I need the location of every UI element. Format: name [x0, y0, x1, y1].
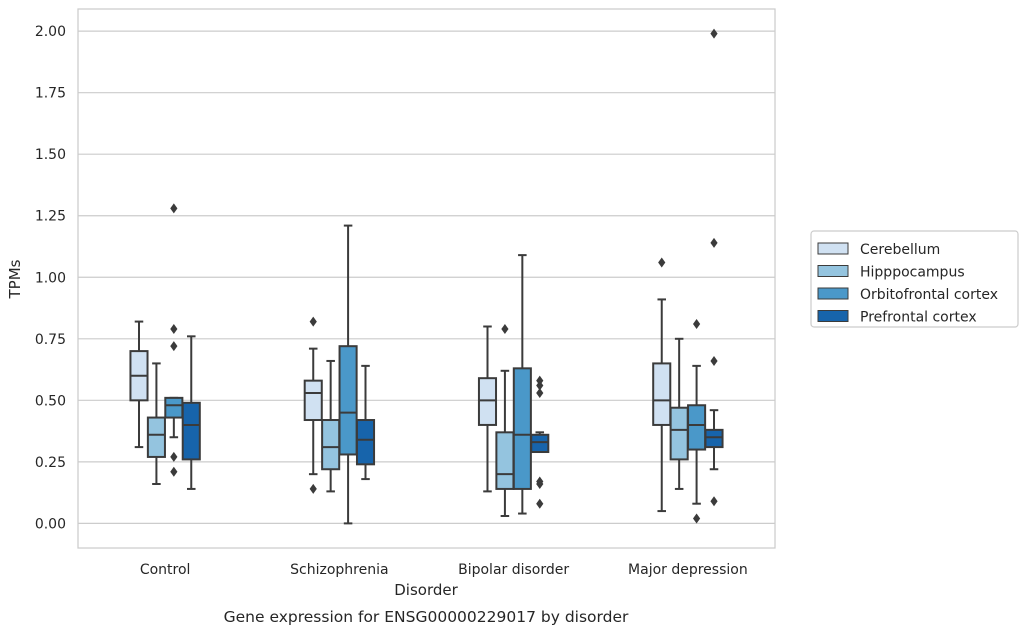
y-tick-label: 1.00: [35, 270, 66, 286]
outlier-point: [692, 319, 701, 330]
outlier-point: [309, 483, 317, 494]
box: [338, 345, 358, 456]
legend-swatch: [817, 287, 849, 300]
x-tick-label: Bipolar disorder: [458, 562, 569, 578]
legend-frame: [810, 230, 1019, 328]
x-axis-label: Disorder: [394, 581, 458, 599]
outlier-point: [536, 476, 544, 487]
y-tick-label: 1.50: [35, 147, 66, 163]
outlier-point: [536, 498, 544, 509]
outlier-point: [536, 375, 544, 386]
box: [321, 419, 341, 471]
legend: Cerebellum Hipppocampus Orbitofrontal cort…: [810, 230, 1019, 328]
outlier-point: [710, 496, 718, 507]
box: [355, 419, 376, 466]
legend-swatch: [817, 242, 849, 255]
chart-caption: Gene expression for ENSG00000229017 by d…: [224, 608, 629, 626]
legend-label: Orbitofrontal cortex: [860, 287, 998, 303]
y-tick-label: 2.00: [35, 24, 66, 40]
outlier-point: [710, 28, 718, 39]
y-tick-label: 0.25: [35, 455, 66, 471]
box: [495, 431, 515, 490]
outlier-point: [170, 341, 178, 352]
box: [687, 404, 707, 451]
box: [652, 362, 672, 426]
outlier-point: [710, 237, 718, 248]
y-tick-label: 1.25: [35, 209, 66, 225]
y-tick-labels: 0.00 0.25 0.50 0.75 1.00 1.25 1.50 1.75 2.00: [35, 24, 66, 532]
outlier-point: [309, 316, 317, 327]
y-tick-label: 0.00: [35, 516, 66, 532]
legend-label: Prefrontal cortex: [860, 310, 977, 326]
plot-frame: [77, 8, 776, 549]
outlier-point: [501, 323, 509, 334]
outlier-point: [170, 203, 178, 214]
y-tick-label: 1.75: [35, 86, 66, 102]
legend-swatch: [817, 310, 849, 322]
y-gridlines: [78, 30, 775, 524]
outlier-point: [658, 257, 666, 268]
box: [303, 379, 323, 422]
legend-swatch: [817, 265, 849, 277]
box: [477, 377, 498, 426]
box: [512, 367, 532, 490]
box: [669, 406, 689, 461]
box: [530, 433, 550, 454]
y-tick-label: 0.50: [35, 393, 66, 409]
y-axis-label: TPMs: [6, 259, 24, 299]
box: [181, 401, 201, 461]
box: [164, 396, 184, 419]
outlier-point: [710, 355, 718, 366]
legend-label: Cerebellum: [860, 242, 940, 258]
y-tick-label: 0.75: [35, 332, 66, 348]
outlier-point: [170, 466, 178, 477]
box: [704, 428, 724, 449]
x-tick-label: Control: [140, 562, 191, 578]
legend-label: Hipppocampus: [860, 265, 965, 281]
outlier-point: [536, 387, 544, 398]
outlier-point: [692, 513, 701, 524]
box: [146, 416, 166, 458]
outlier-point: [170, 323, 178, 334]
outlier-point: [170, 451, 178, 462]
x-tick-label: Schizophrenia: [290, 562, 388, 578]
boxes-layer: [129, 28, 724, 525]
x-tick-label: Major depression: [628, 562, 748, 578]
x-tick-labels: Control Schizophrenia Bipolar disorder Majo…: [140, 562, 748, 578]
